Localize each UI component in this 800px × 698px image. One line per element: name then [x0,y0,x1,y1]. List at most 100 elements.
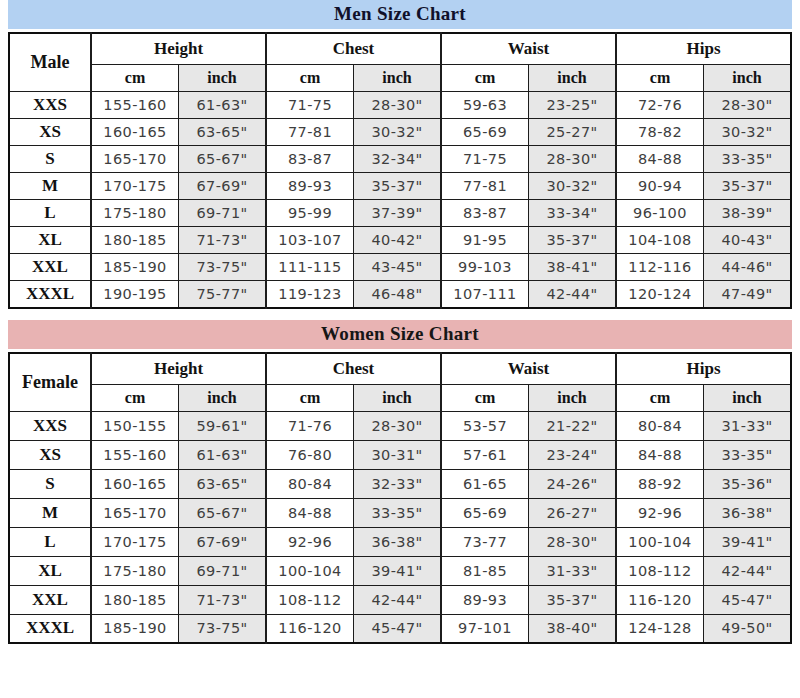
size-label: XXXL [9,614,91,643]
table-row: XL180-18571-73"103-10740-42"91-9535-37"1… [9,227,791,254]
inch-value-cell: 38-40" [529,614,617,643]
cm-value-cell: 57-61 [441,440,529,469]
size-label: XXL [9,585,91,614]
cm-value-cell: 185-190 [91,614,179,643]
cm-value-cell: 91-95 [441,227,529,254]
inch-value-cell: 39-41" [354,556,442,585]
inch-value-cell: 31-33" [529,556,617,585]
size-label: XXL [9,254,91,281]
table-row: M170-17567-69"89-9335-37"77-8130-32"90-9… [9,173,791,200]
inch-value-cell: 35-37" [354,173,442,200]
cm-value-cell: 180-185 [91,227,179,254]
unit-header-cm: cm [441,384,529,411]
cm-value-cell: 111-115 [266,254,354,281]
group-header-height: Height [91,353,266,385]
table-row: XXS155-16061-63"71-7528-30"59-6323-25"72… [9,92,791,119]
cm-value-cell: 90-94 [616,173,704,200]
size-label: M [9,173,91,200]
cm-value-cell: 92-96 [616,498,704,527]
inch-value-cell: 33-35" [704,440,792,469]
table-row: S165-17065-67"83-8732-34"71-7528-30"84-8… [9,146,791,173]
inch-value-cell: 30-31" [354,440,442,469]
inch-value-cell: 46-48" [354,281,442,308]
inch-value-cell: 73-75" [179,254,267,281]
inch-value-cell: 23-25" [529,92,617,119]
inch-value-cell: 21-22" [529,411,617,440]
women-size-table: Female Height Chest Waist Hips cm inch c… [8,352,792,645]
inch-value-cell: 32-33" [354,469,442,498]
cm-value-cell: 160-165 [91,469,179,498]
women-table-header: Female Height Chest Waist Hips cm inch c… [9,353,791,412]
cm-value-cell: 95-99 [266,200,354,227]
size-column-header: Male [9,33,91,92]
unit-header-cm: cm [266,384,354,411]
cm-value-cell: 124-128 [616,614,704,643]
unit-header-cm: cm [616,384,704,411]
group-header-hips: Hips [616,33,791,65]
size-label: M [9,498,91,527]
cm-value-cell: 155-160 [91,92,179,119]
unit-header-inch: inch [179,65,267,92]
cm-value-cell: 83-87 [266,146,354,173]
inch-value-cell: 73-75" [179,614,267,643]
inch-value-cell: 28-30" [529,146,617,173]
size-label: XXS [9,92,91,119]
cm-value-cell: 92-96 [266,527,354,556]
inch-value-cell: 30-32" [529,173,617,200]
cm-value-cell: 89-93 [266,173,354,200]
cm-value-cell: 65-69 [441,498,529,527]
cm-value-cell: 84-88 [266,498,354,527]
size-column-header: Female [9,353,91,412]
inch-value-cell: 35-37" [704,173,792,200]
group-header-chest: Chest [266,353,441,385]
cm-value-cell: 103-107 [266,227,354,254]
inch-value-cell: 33-35" [704,146,792,173]
group-header-waist: Waist [441,33,616,65]
unit-header-cm: cm [616,65,704,92]
table-row: XXXL185-19073-75"116-12045-47"97-10138-4… [9,614,791,643]
size-label: S [9,146,91,173]
unit-header-inch: inch [529,65,617,92]
inch-value-cell: 35-37" [529,227,617,254]
cm-value-cell: 100-104 [266,556,354,585]
inch-value-cell: 37-39" [354,200,442,227]
cm-value-cell: 81-85 [441,556,529,585]
inch-value-cell: 28-30" [529,527,617,556]
size-label: XS [9,119,91,146]
cm-value-cell: 170-175 [91,527,179,556]
table-row: XXS150-15559-61"71-7628-30"53-5721-22"80… [9,411,791,440]
inch-value-cell: 45-47" [354,614,442,643]
cm-value-cell: 120-124 [616,281,704,308]
inch-value-cell: 30-32" [704,119,792,146]
cm-value-cell: 53-57 [441,411,529,440]
table-row: XXXL190-19575-77"119-12346-48"107-11142-… [9,281,791,308]
inch-value-cell: 71-73" [179,585,267,614]
cm-value-cell: 119-123 [266,281,354,308]
unit-header-cm: cm [441,65,529,92]
inch-value-cell: 75-77" [179,281,267,308]
cm-value-cell: 165-170 [91,498,179,527]
cm-value-cell: 80-84 [616,411,704,440]
size-chart-page: Men Size Chart Male Height Chest Waist H… [0,0,800,644]
men-size-chart-section: Men Size Chart Male Height Chest Waist H… [8,0,792,309]
inch-value-cell: 25-27" [529,119,617,146]
inch-value-cell: 40-43" [704,227,792,254]
size-label: XS [9,440,91,469]
cm-value-cell: 96-100 [616,200,704,227]
unit-header-inch: inch [704,65,792,92]
table-row: XS160-16563-65"77-8130-32"65-6925-27"78-… [9,119,791,146]
size-label: S [9,469,91,498]
cm-value-cell: 100-104 [616,527,704,556]
cm-value-cell: 107-111 [441,281,529,308]
cm-value-cell: 80-84 [266,469,354,498]
group-header-waist: Waist [441,353,616,385]
inch-value-cell: 28-30" [354,92,442,119]
group-header-height: Height [91,33,266,65]
group-header-hips: Hips [616,353,791,385]
inch-value-cell: 40-42" [354,227,442,254]
men-size-table: Male Height Chest Waist Hips cm inch cm … [8,32,792,309]
inch-value-cell: 38-41" [529,254,617,281]
cm-value-cell: 190-195 [91,281,179,308]
group-header-chest: Chest [266,33,441,65]
inch-value-cell: 28-30" [704,92,792,119]
